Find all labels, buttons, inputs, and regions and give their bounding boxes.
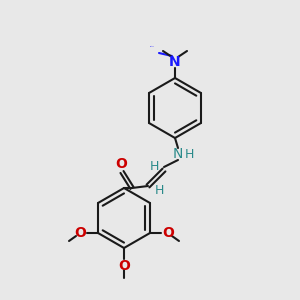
Text: O: O [118,259,130,273]
Text: O: O [162,226,174,240]
Text: O: O [74,226,86,240]
Text: methyl: methyl [150,45,154,46]
Text: O: O [115,157,127,171]
Text: N: N [169,55,181,69]
Text: H: H [184,148,194,160]
Text: N: N [173,147,183,161]
Text: H: H [154,184,164,196]
Text: H: H [149,160,159,172]
